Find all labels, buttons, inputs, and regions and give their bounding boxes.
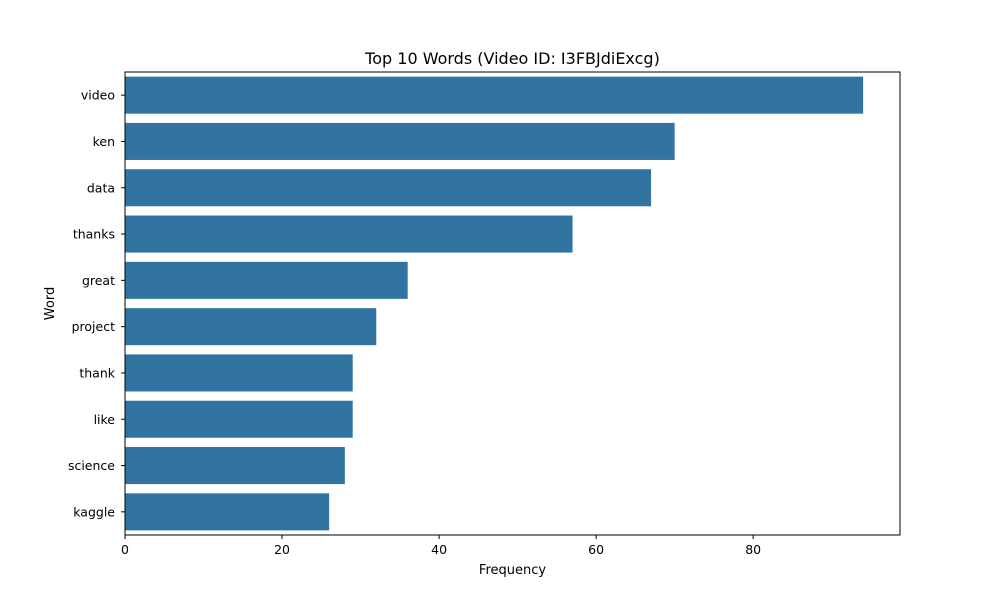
chart-title: Top 10 Words (Video ID: I3FBJdiExcg) bbox=[364, 49, 660, 68]
plot-frame bbox=[124, 71, 901, 536]
y-tick-label: science bbox=[68, 458, 115, 473]
x-tick-label: 60 bbox=[588, 542, 604, 557]
y-tick-label: thanks bbox=[73, 227, 115, 242]
x-tick-label: 0 bbox=[121, 542, 129, 557]
bar-great bbox=[125, 261, 408, 299]
bar-thank bbox=[125, 354, 353, 392]
x-axis-label: Frequency bbox=[479, 563, 546, 578]
y-axis-label: Word bbox=[43, 287, 58, 320]
bar-data bbox=[125, 169, 652, 207]
y-tick-label: like bbox=[94, 412, 116, 427]
x-tick-label: 80 bbox=[745, 542, 761, 557]
x-tick-label: 40 bbox=[431, 542, 447, 557]
bar-ken bbox=[125, 122, 675, 160]
bar-like bbox=[125, 400, 353, 438]
y-ticks-group: video ken data thanks great project thank like s… bbox=[68, 88, 125, 519]
y-tick-label: kaggle bbox=[73, 504, 115, 519]
x-tick-label: 20 bbox=[274, 542, 290, 557]
x-ticks-group: 0 20 40 60 80 bbox=[121, 535, 761, 557]
y-tick-label: great bbox=[82, 273, 115, 288]
bars-group bbox=[125, 76, 864, 531]
bar-video bbox=[125, 76, 864, 114]
y-tick-label: ken bbox=[93, 134, 115, 149]
bar-kaggle bbox=[125, 493, 330, 531]
y-tick-label: project bbox=[72, 319, 115, 334]
bar-thanks bbox=[125, 215, 573, 253]
y-tick-label: thank bbox=[79, 365, 115, 380]
bar-project bbox=[125, 308, 377, 346]
bar-science bbox=[125, 447, 345, 485]
y-tick-label: data bbox=[87, 180, 115, 195]
y-tick-label: video bbox=[81, 88, 115, 103]
